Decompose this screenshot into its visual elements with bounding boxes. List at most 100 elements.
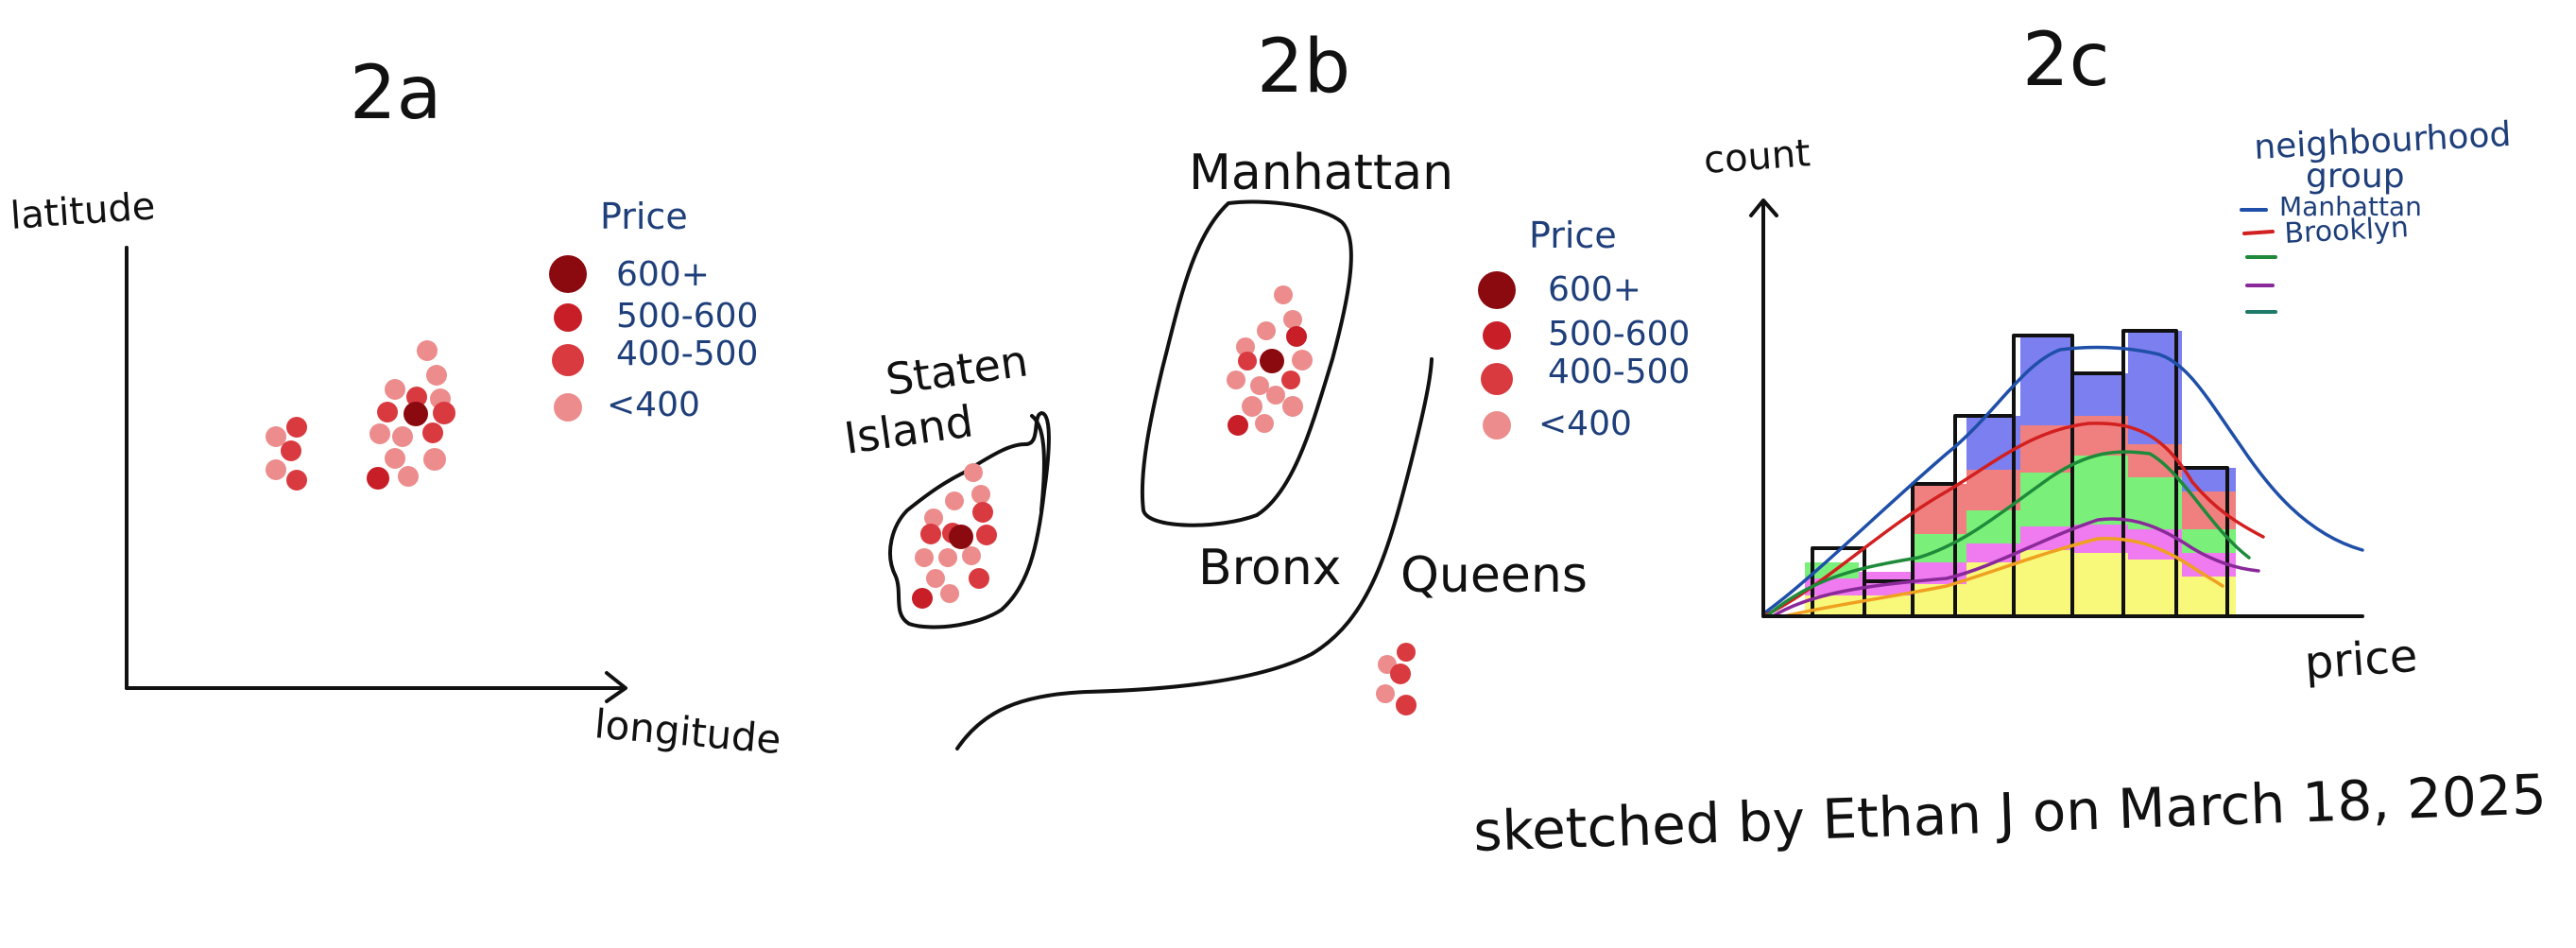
map-point (1266, 386, 1285, 405)
panel-2c-legend: neighbourhood group Manhattan Brooklyn (2240, 115, 2512, 314)
map-point (926, 569, 945, 588)
legend-label-500-600: 500-600 (1548, 315, 1690, 353)
sketch-credit: sketched by Ethan J on March 18, 2025 (1472, 762, 2548, 864)
legend-swatch-400-500 (552, 344, 584, 376)
legend-label-400-500: 400-500 (616, 335, 758, 373)
legend-label-500-600: 500-600 (616, 297, 758, 336)
map-point (1390, 664, 1411, 684)
density-curves (1763, 345, 2364, 618)
legend-label-600plus: 600+ (1548, 270, 1641, 309)
map-point (1236, 337, 1255, 356)
panel-2a-title: 2a (350, 51, 441, 136)
panel-2c-legend-title-line2: group (2306, 157, 2405, 196)
legend-swatch-400-500 (1481, 363, 1513, 395)
map-point (426, 365, 447, 386)
map-point (1376, 684, 1395, 703)
map-point (972, 502, 993, 523)
map-point (1238, 352, 1257, 371)
map-point (1242, 396, 1262, 417)
map-point (404, 402, 428, 426)
density-curve-brooklyn (1765, 422, 2265, 616)
map-point (385, 379, 405, 400)
map-point (1286, 326, 1307, 347)
staten-island-label-line1: Staten (883, 335, 1031, 405)
panel-2b: 2b Manhattan Staten Island Bronx Queens (841, 25, 1690, 750)
panel-2a-x-arrow (605, 671, 627, 703)
histogram-bar (2128, 560, 2182, 616)
panel-2b-title: 2b (1257, 25, 1350, 110)
legend-label-under-400: <400 (607, 386, 700, 424)
density-curve-orange (1782, 537, 2224, 618)
map-point (367, 467, 389, 490)
staten-island-label-line2: Island (841, 395, 976, 464)
map-point (1281, 371, 1300, 389)
map-point (1283, 310, 1302, 329)
histogram-bar (1913, 484, 1966, 534)
map-point (962, 546, 981, 565)
manhattan-outline (1140, 199, 1353, 527)
map-point (969, 568, 989, 589)
map-point (1250, 376, 1269, 395)
map-point (1227, 371, 1245, 389)
map-point (1228, 415, 1248, 436)
panel-2b-legend: Price 600+ 500-600 400-500 <400 (1478, 215, 1690, 443)
legend-swatch-under-400 (554, 393, 582, 422)
panel-2c-ylabel: count (1702, 131, 1812, 182)
map-point (417, 340, 438, 361)
bronx-label: Bronx (1198, 540, 1341, 596)
queens-points (1376, 643, 1417, 715)
panel-2a-cluster-large (367, 340, 455, 490)
map-point (964, 463, 983, 482)
legend-swatch-under-400 (1483, 411, 1511, 440)
staten-island-outline-tail (1030, 414, 1046, 512)
map-point (949, 525, 973, 549)
map-point (924, 508, 943, 527)
map-point (1397, 643, 1416, 662)
map-point (938, 548, 957, 567)
legend-swatch-500-600 (1483, 321, 1511, 350)
histogram-bar (1966, 510, 2020, 543)
map-point (266, 426, 286, 447)
density-curve-manhattan (1763, 345, 2364, 614)
legend-swatch-brooklyn (2242, 230, 2275, 235)
map-point (976, 525, 997, 545)
histogram-bar (2020, 550, 2074, 616)
legend-swatch-600plus (549, 255, 587, 293)
legend-swatch-500-600 (554, 303, 582, 332)
panel-2c-xlabel: price (2303, 629, 2419, 690)
map-point (971, 485, 990, 504)
map-point (940, 584, 959, 603)
map-point (1282, 396, 1303, 417)
map-point (398, 466, 419, 487)
queens-label: Queens (1400, 547, 1588, 604)
histogram-bar (2074, 553, 2128, 616)
map-point (385, 448, 405, 469)
map-point (286, 470, 307, 491)
panel-2a-cluster-small (266, 417, 307, 491)
histogram-layer-yellow (1805, 550, 2236, 616)
map-point (369, 423, 390, 444)
manhattan-points (1227, 285, 1313, 436)
legend-label-manhattan: Manhattan (2279, 191, 2422, 222)
histogram-bar (2074, 373, 2128, 416)
map-point (945, 491, 964, 510)
map-point (1257, 321, 1276, 340)
legend-label-brooklyn: Brooklyn (2284, 211, 2410, 250)
panel-2b-legend-title: Price (1529, 215, 1617, 256)
panel-2a: 2a latitude longitude (9, 51, 782, 763)
map-point (406, 387, 427, 407)
map-point (1274, 285, 1293, 304)
panel-2c-y-arrow (1749, 198, 1778, 217)
legend-label-under-400: <400 (1538, 405, 1632, 443)
map-point (1292, 350, 1313, 371)
staten-island-outline (888, 411, 1051, 629)
map-point (1255, 414, 1274, 433)
map-point (423, 448, 446, 471)
legend-label-400-500: 400-500 (1548, 353, 1690, 391)
legend-swatch-600plus (1478, 271, 1516, 309)
panel-2a-legend-title: Price (600, 196, 688, 237)
map-point (286, 417, 307, 438)
histogram-bar (2128, 331, 2182, 444)
